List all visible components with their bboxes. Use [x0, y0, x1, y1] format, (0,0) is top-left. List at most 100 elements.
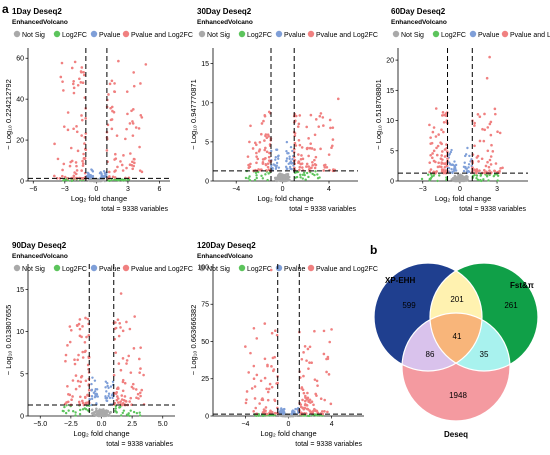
point-both — [261, 162, 265, 165]
point-log2fc — [114, 409, 117, 413]
point-both — [83, 350, 87, 354]
legend-label: Pvalue and Log2FC — [510, 32, 550, 39]
point-both — [83, 156, 87, 160]
point-both — [308, 361, 311, 364]
point-both — [119, 400, 122, 403]
venn-outline — [429, 262, 539, 372]
point-both — [483, 171, 486, 175]
point-both — [445, 164, 449, 168]
point-both — [244, 401, 248, 405]
point-log2fc — [257, 170, 260, 174]
point-both — [266, 165, 270, 169]
point-both — [267, 155, 271, 159]
point-both — [440, 128, 443, 132]
point-not-sig — [457, 173, 460, 176]
point-both — [486, 160, 489, 164]
point-both — [71, 395, 74, 398]
y-tick-label: 15 — [386, 88, 394, 95]
point-both — [264, 156, 267, 160]
point-both — [79, 375, 83, 379]
point-both — [483, 128, 487, 132]
point-both — [113, 176, 117, 179]
point-both — [132, 84, 136, 88]
point-both — [253, 141, 257, 145]
point-both — [485, 76, 489, 80]
point-both — [255, 161, 258, 165]
point-not-sig — [464, 175, 467, 179]
point-both — [327, 153, 331, 156]
point-pvalue — [105, 390, 108, 393]
point-log2fc — [301, 173, 305, 176]
point-both — [108, 82, 112, 86]
point-both — [123, 381, 127, 385]
point-both — [105, 149, 109, 152]
point-both — [114, 169, 117, 172]
legend-marker — [90, 30, 98, 38]
point-both — [81, 164, 85, 167]
point-both — [78, 77, 81, 81]
point-both — [299, 157, 303, 161]
point-both — [297, 139, 301, 142]
point-both — [138, 357, 141, 361]
y-tick-label: 15 — [16, 287, 24, 294]
y-tick-label: 5 — [205, 139, 209, 146]
point-both — [254, 406, 258, 410]
point-both — [314, 155, 318, 159]
point-log2fc — [496, 174, 500, 177]
point-both — [258, 148, 262, 151]
legend-marker — [238, 264, 246, 272]
point-not-sig — [104, 410, 107, 414]
point-both — [317, 125, 321, 128]
point-both — [129, 396, 133, 400]
point-both — [62, 125, 66, 128]
y-tick-label: 50 — [201, 339, 209, 346]
point-both — [429, 142, 433, 145]
point-both — [251, 147, 255, 150]
point-both — [80, 335, 83, 339]
point-both — [305, 162, 309, 166]
venn-set-label-xp-ehh: XP-EHH — [385, 276, 415, 285]
point-pvalue — [274, 167, 278, 170]
point-pvalue — [289, 161, 292, 164]
point-both — [266, 364, 269, 368]
point-both — [331, 126, 335, 129]
y-tick-label: 60 — [16, 56, 24, 63]
point-both — [314, 118, 318, 121]
point-both — [477, 160, 480, 163]
point-pvalue — [451, 170, 454, 173]
point-both — [440, 142, 443, 146]
point-not-sig — [460, 177, 464, 180]
point-pvalue — [274, 158, 277, 161]
point-both — [114, 326, 118, 330]
point-pvalue — [291, 157, 294, 161]
point-both — [489, 155, 493, 158]
point-not-sig — [463, 177, 467, 181]
point-both — [434, 135, 438, 138]
point-log2fc — [135, 411, 139, 415]
point-pvalue — [448, 161, 451, 164]
point-both — [488, 169, 491, 172]
point-log2fc — [299, 173, 302, 177]
point-both — [59, 75, 63, 79]
point-both — [55, 176, 59, 180]
point-both — [297, 153, 300, 156]
y-tick-label: 0 — [20, 179, 24, 186]
point-both — [296, 125, 300, 128]
point-both — [72, 79, 75, 83]
plot-subtitle: EnhancedVolcano — [197, 253, 253, 260]
point-both — [62, 89, 65, 92]
point-both — [428, 161, 432, 164]
point-both — [53, 174, 56, 178]
point-pvalue — [285, 149, 288, 153]
point-both — [79, 380, 83, 384]
point-both — [441, 158, 444, 161]
point-not-sig — [285, 173, 288, 176]
venn-count-fst-only: 261 — [504, 301, 518, 310]
point-both — [307, 165, 310, 168]
point-both — [263, 114, 267, 118]
point-both — [304, 403, 307, 406]
legend-label: Pvalue — [284, 32, 306, 39]
point-both — [323, 410, 326, 413]
point-both — [307, 154, 310, 158]
total-variables-caption: total = 9338 variables — [101, 206, 168, 213]
